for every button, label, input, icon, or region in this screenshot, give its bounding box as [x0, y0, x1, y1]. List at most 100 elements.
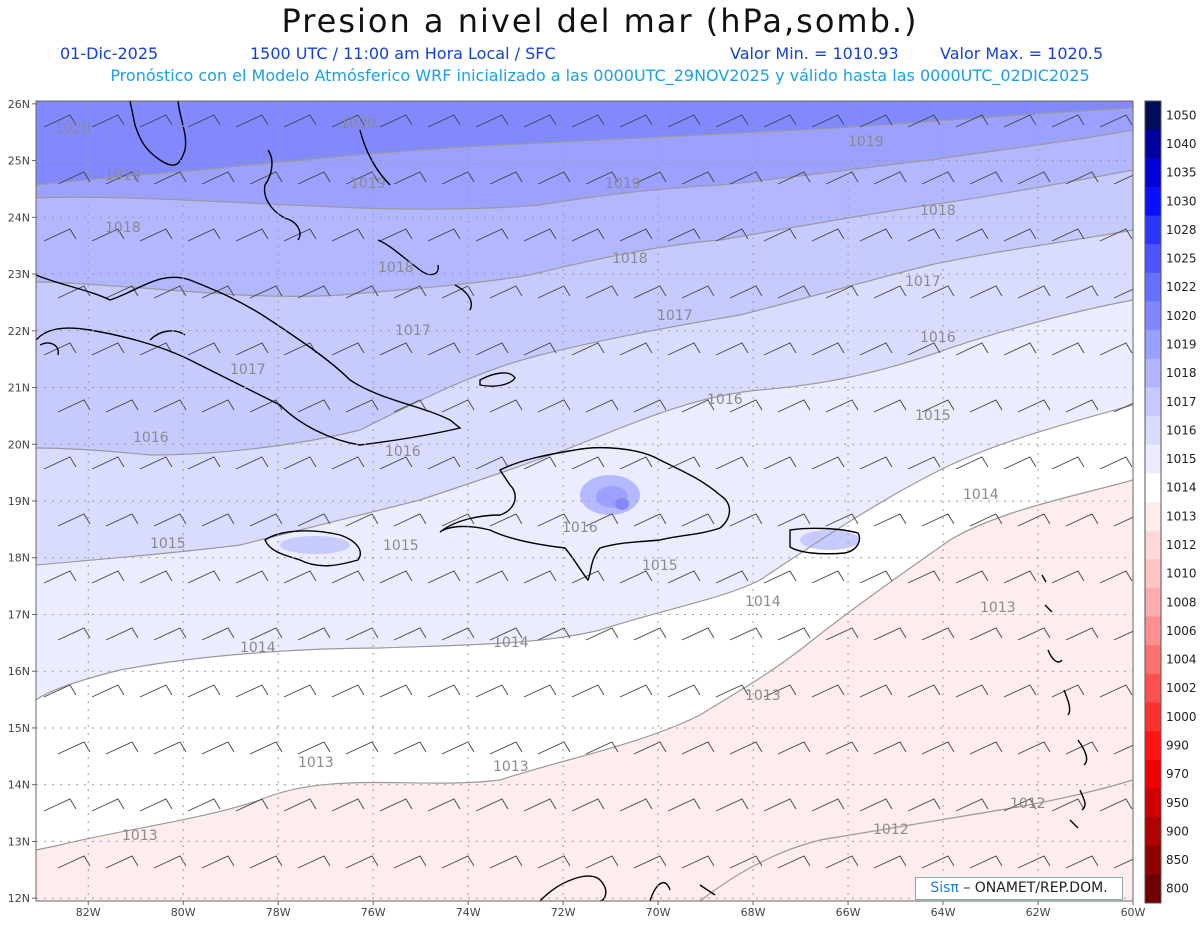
wind-barb [1113, 174, 1133, 185]
wind-barb [297, 741, 331, 755]
isobar-label: 1018 [378, 260, 414, 276]
wind-barb [537, 627, 571, 641]
wind-barb [1017, 741, 1051, 755]
wind-barb [1113, 630, 1133, 641]
colorbar-swatch [1145, 731, 1161, 761]
wind-barb [585, 513, 619, 527]
wind-barb [523, 114, 557, 128]
wind-barb [153, 399, 187, 413]
wind-barb [57, 513, 91, 527]
wind-barb [249, 741, 283, 755]
wind-barb [249, 285, 283, 299]
wind-barb [763, 798, 797, 812]
lat-label: 26N [8, 98, 30, 111]
colorbar-label: 1018 [1166, 366, 1197, 380]
wind-barb [187, 684, 221, 698]
wind-barb [619, 798, 653, 812]
wind-barb [1113, 516, 1133, 527]
colorbar-label: 950 [1166, 796, 1189, 810]
wind-barb [1065, 855, 1099, 869]
bahamas-andros [263, 149, 301, 241]
wind-barb [1113, 402, 1133, 413]
bahamas-islands [359, 129, 472, 311]
wind-barb [1003, 456, 1037, 470]
wind-barb [1003, 798, 1037, 812]
lon-label: 60W [1121, 906, 1146, 919]
colorbar-label: 900 [1166, 824, 1189, 838]
wind-barb [201, 855, 235, 869]
wind-barb [283, 684, 317, 698]
wind-barb [489, 741, 523, 755]
wind-barb [1051, 342, 1085, 356]
colorbar-swatch [1145, 530, 1161, 560]
wind-barb [1065, 741, 1099, 755]
wind-barb [777, 285, 811, 299]
colorbar-swatch [1145, 101, 1161, 131]
wind-barb [201, 741, 235, 755]
wind-barb [619, 684, 653, 698]
wind-barb [57, 285, 91, 299]
wind-barb [825, 741, 859, 755]
wind-barb [537, 285, 571, 299]
wind-barb [729, 855, 763, 869]
wind-barb [1113, 744, 1133, 755]
isobar-label: 1014 [240, 640, 276, 656]
chart-title: Presion a nivel del mar (hPa,somb.) [281, 2, 919, 40]
wind-barb [1051, 456, 1085, 470]
lon-label: 76W [361, 906, 386, 919]
wind-barb [1051, 228, 1085, 242]
lon-label: 72W [551, 906, 576, 919]
colorbar-label: 1040 [1166, 137, 1197, 151]
wind-barb [427, 342, 461, 356]
colorbar-label: 1006 [1166, 624, 1197, 638]
colorbar-label: 1017 [1166, 395, 1197, 409]
wind-barb [235, 342, 269, 356]
wind-barb [489, 171, 523, 185]
wind-barb [283, 798, 317, 812]
lat-label: 12N [8, 892, 30, 905]
time-info: 1500 UTC / 11:00 am Hora Local / SFC [250, 44, 556, 63]
isobar-lines [36, 107, 1133, 901]
colorbar-swatch [1145, 673, 1161, 703]
colorbar-swatch [1145, 158, 1161, 188]
wind-barb [633, 627, 667, 641]
wind-barb [619, 570, 653, 584]
keys-and-cays [39, 330, 516, 387]
wind-barb [331, 228, 365, 242]
isobar-label: 1014 [745, 594, 781, 610]
wind-barb [1017, 171, 1051, 185]
wind-barb [619, 114, 653, 128]
wind-barb [633, 513, 667, 527]
wind-barb [681, 513, 715, 527]
wind-barb [763, 114, 797, 128]
wind-barb [139, 684, 173, 698]
wind-barb [201, 285, 235, 299]
wind-barb [729, 285, 763, 299]
wind-barb [571, 456, 605, 470]
wind-barb [681, 627, 715, 641]
isobar-label: 1015 [642, 558, 678, 574]
wind-barb [1017, 513, 1051, 527]
colorbar-label: 1014 [1166, 481, 1197, 495]
wind-barb [955, 114, 989, 128]
wind-barb [139, 114, 173, 128]
pressure-fill [36, 101, 1133, 901]
isobar-labels: 1020 1030 1019 1019 1019 1019 1018 1018 1018 1018… [55, 116, 1046, 844]
wind-barb [475, 228, 509, 242]
wind-barb [681, 855, 715, 869]
wind-barb [1003, 228, 1037, 242]
wind-barb [139, 228, 173, 242]
wind-barb [715, 798, 749, 812]
wind-barb [667, 456, 701, 470]
wind-barb [763, 570, 797, 584]
wind-barb [729, 741, 763, 755]
wind-barb [907, 798, 941, 812]
isobar-label: 1019 [605, 176, 641, 192]
wind-barb [969, 513, 1003, 527]
map-frame [35, 100, 1134, 902]
colorbar-swatch [1145, 330, 1161, 360]
wind-barb [393, 513, 427, 527]
lat-label: 23N [8, 268, 30, 281]
wind-barb [201, 627, 235, 641]
wind-barb [1099, 570, 1133, 584]
